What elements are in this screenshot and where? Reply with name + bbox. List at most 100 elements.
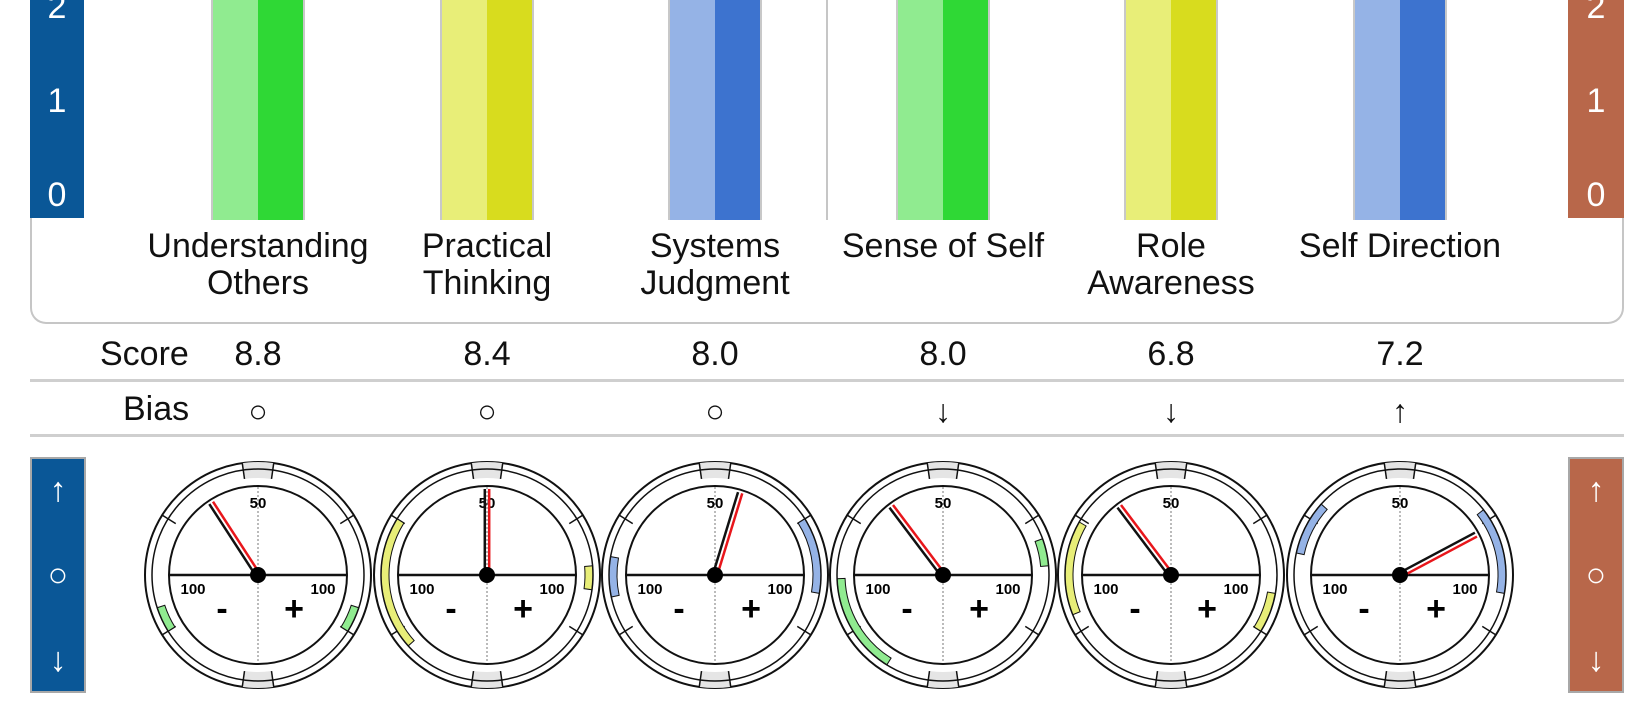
gauge-segment-divider (1024, 625, 1040, 636)
gauge-label-right-100: 100 (539, 581, 564, 598)
gauge-segment-divider (1154, 462, 1159, 480)
gauge-segment-divider (1412, 462, 1417, 480)
category-label-line: Others (206, 264, 310, 302)
gauge-label-50: 50 (935, 495, 952, 512)
gauge-gap (699, 462, 731, 479)
gauge-minus-sign: - (1129, 590, 1140, 628)
category-label-line: Sense of Self (841, 227, 1045, 265)
gauge-segment-divider (161, 514, 177, 525)
gauge-label-left-100: 100 (180, 581, 205, 598)
category-label-line: Awareness (1087, 264, 1255, 302)
score-value: 8.0 (919, 335, 967, 373)
gauge-label-50: 50 (707, 495, 724, 512)
gauge-minus-sign: - (673, 590, 684, 628)
bar-light-segment (1355, 0, 1400, 220)
gauge-segment-divider (926, 462, 931, 480)
right-axis-tick: 2 (1586, 0, 1606, 26)
gauge-minus-sign: - (901, 590, 912, 628)
gauge-mid-ring (1064, 468, 1278, 682)
gauge-needle (211, 500, 261, 575)
gauge-hub (1163, 567, 1179, 583)
bar-dark-segment (1171, 0, 1216, 220)
gauge-segment-divider (955, 462, 960, 480)
category-label-line: Judgment (640, 264, 790, 302)
bar-light-segment (442, 0, 487, 220)
gauge-segment-divider (1024, 514, 1040, 525)
gauge-segment-divider (470, 670, 475, 688)
bar-2 (440, 0, 534, 220)
gauge-segment-divider (1383, 462, 1388, 480)
score-row-divider (30, 379, 1624, 382)
gauge-plus-sign: + (741, 590, 761, 628)
gauge-segment-divider (727, 462, 732, 480)
category-label-line: Practical (421, 227, 553, 265)
score-value: 8.0 (691, 335, 739, 373)
category-label: Systems Judgment (600, 228, 830, 302)
left-axis-tick: 1 (47, 82, 67, 120)
gauge-label-50: 50 (479, 495, 496, 512)
gauge-label-left-100: 100 (637, 581, 662, 598)
gauge-needle-shadow (208, 503, 258, 577)
category-label-line: Self Direction (1298, 227, 1502, 265)
gauge-plus-sign: + (1197, 590, 1217, 628)
gauge-hub (707, 567, 723, 583)
gauge-segment-divider (568, 625, 584, 636)
gauge-mid-ring (836, 468, 1050, 682)
gauge-segment-divider (698, 670, 703, 688)
gauge-mid-ring (608, 468, 822, 682)
gauge-plus-sign: + (1426, 590, 1446, 628)
bias-indicator: ↓ (1163, 393, 1179, 429)
bar-dark-segment (1400, 0, 1445, 220)
gauge-gap (471, 671, 503, 689)
score-value: 6.8 (1147, 335, 1195, 373)
bar-5 (1124, 0, 1218, 220)
gauge-needle (1120, 504, 1174, 575)
bias-row-divider (30, 434, 1624, 437)
gauge-gap (242, 671, 274, 688)
score-row-label: Score (100, 335, 189, 373)
gauge-needle (715, 493, 744, 577)
score-value: 7.2 (1376, 335, 1424, 373)
gauge-segment-divider (1383, 670, 1388, 688)
gauge-needle (1400, 535, 1478, 579)
category-label-panel (30, 218, 1624, 324)
gauge-mid-ring (380, 468, 594, 682)
gauge-label-50: 50 (1392, 495, 1409, 512)
gauge-segment-divider (1183, 670, 1188, 688)
gauge-minus-sign: - (216, 590, 227, 628)
gauge-gap (242, 462, 274, 479)
gauge-mid-ring (151, 468, 365, 682)
bar-4 (896, 0, 990, 220)
bias-indicator: ↓ (935, 393, 951, 429)
score-value: 8.8 (234, 335, 282, 373)
gauge-segment-divider (470, 462, 475, 480)
gauge-minus-sign: - (1358, 590, 1369, 628)
gauge-hub (935, 567, 951, 583)
bar-1 (211, 0, 305, 220)
category-label-line: Systems (649, 227, 781, 265)
left-axis-tick: 0 (47, 176, 67, 214)
gauge-segment-divider (241, 462, 246, 480)
gauge-segment-divider (698, 462, 703, 480)
gauge-segment-divider (1074, 514, 1090, 525)
up-arrow-icon: ↑ (49, 471, 67, 509)
gauge-gap (1384, 671, 1416, 689)
bar-light-segment (1126, 0, 1171, 220)
gauge-segment-divider (1154, 670, 1159, 688)
bar-dark-segment (943, 0, 988, 220)
gauge-label-right-100: 100 (310, 581, 335, 598)
gauge-segment-divider (499, 670, 504, 688)
bias-indicator: ○ (248, 393, 268, 429)
gauge-segment-divider (270, 670, 275, 688)
bar-light-segment (213, 0, 258, 220)
down-arrow-icon: ↓ (1587, 641, 1605, 679)
bias-row-label: Bias (123, 390, 190, 428)
gauge-segment-divider (796, 625, 812, 636)
gauge-label-50: 50 (250, 495, 267, 512)
up-arrow-icon: ↑ (1587, 471, 1605, 509)
